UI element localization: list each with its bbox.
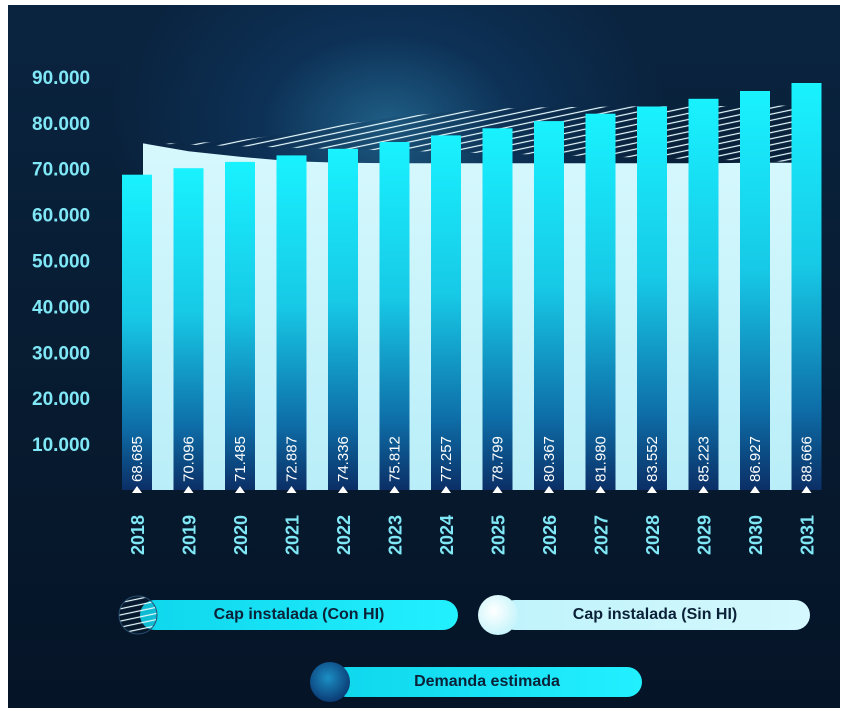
bar-demanda-2023: [379, 142, 410, 490]
light-swatch-icon: [478, 595, 518, 635]
bar-base-marker-icon: [235, 486, 245, 493]
bar-base-marker-icon: [286, 486, 297, 493]
hatch-swatch-icon: [118, 595, 158, 635]
data-label-2027: 81.980: [593, 436, 610, 482]
bar-base-marker-icon: [750, 486, 760, 493]
data-label-2022: 74.336: [335, 436, 352, 482]
bar-demanda-2031: [791, 83, 822, 490]
bar-demanda-2019: [173, 168, 204, 490]
y-tick-label: 30.000: [32, 343, 90, 364]
y-tick-label: 40.000: [32, 297, 90, 318]
legend-item-con-hi: Cap instalada (Con HI): [118, 595, 458, 635]
bar-demanda-2028: [637, 106, 667, 490]
y-tick-label: 10.000: [32, 435, 90, 456]
x-tick-label-2019: 2019: [180, 515, 200, 555]
x-tick-label-2022: 2022: [334, 515, 354, 555]
legend-label-demanda: Demanda estimada: [332, 667, 642, 697]
data-labels: 68.685 70.096 71.485 72.887 74.336 75.812 77.2…: [129, 436, 816, 482]
x-tick-label-2021: 2021: [283, 515, 303, 555]
data-label-2018: 68.685: [129, 436, 146, 482]
bar-demanda-2027: [585, 113, 616, 490]
data-label-2024: 77.257: [438, 436, 455, 482]
x-tick-label-2027: 2027: [592, 515, 612, 555]
bar-demanda-2026: [534, 121, 564, 490]
x-tick-label-2029: 2029: [695, 515, 715, 555]
bar-demanda-2021: [276, 155, 307, 490]
bar-demanda-2020: [225, 161, 255, 490]
bar-base-marker-icon: [801, 486, 812, 493]
bar-base-marker-icon: [132, 486, 142, 493]
bar-demanda-2030: [740, 91, 770, 490]
y-tick-label: 60.000: [32, 206, 90, 227]
data-label-2023: 75.812: [387, 436, 404, 482]
x-tick-label-2018: 2018: [128, 515, 148, 555]
x-tick-label-2028: 2028: [643, 515, 663, 555]
bar-demanda-2024: [431, 135, 461, 490]
bar-base-marker-icon: [338, 486, 348, 493]
x-tick-label-2023: 2023: [386, 515, 406, 555]
bar-demanda-2022: [328, 148, 358, 491]
bar-base-marker-icon: [544, 486, 554, 493]
data-label-2026: 80.367: [541, 436, 558, 482]
y-tick-label: 80.000: [32, 114, 90, 135]
data-label-2031: 88.666: [799, 436, 816, 482]
y-tick-label: 70.000: [32, 160, 90, 181]
x-tick-label-2030: 2030: [746, 515, 766, 555]
x-tick-label-2024: 2024: [437, 515, 457, 555]
data-label-2021: 72.887: [284, 436, 301, 482]
y-tick-label: 90.000: [32, 68, 90, 89]
data-label-2025: 78.799: [490, 436, 507, 482]
x-axis: 2018 2019 2020 2021 2022 2023 2024 2025 2026 2027…: [128, 515, 818, 555]
data-label-2020: 71.485: [232, 436, 249, 482]
y-axis: 10.000 20.000 30.000 40.000 50.000 60.000 70.0…: [32, 68, 90, 456]
bar-demanda-2018: [122, 174, 152, 490]
bar-base-marker-icon: [595, 486, 606, 493]
bar-base-marker-icon: [698, 486, 709, 493]
legend-label-con-hi: Cap instalada (Con HI): [140, 600, 458, 630]
bar-base-marker-icon: [389, 486, 400, 493]
y-tick-label: 20.000: [32, 389, 90, 410]
bar-base-marker-icon: [647, 486, 657, 493]
bar-base-marker-icon: [492, 486, 503, 493]
x-tick-label-2025: 2025: [489, 515, 509, 555]
legend-item-sin-hi: Cap instalada (Sin HI): [478, 595, 810, 635]
bar-base-marker-icon: [441, 486, 451, 493]
x-tick-label-2031: 2031: [798, 515, 818, 555]
demand-bars: [122, 83, 822, 493]
bar-base-marker-icon: [183, 486, 194, 493]
bar-demanda-2029: [688, 98, 719, 491]
data-label-2029: 85.223: [696, 436, 713, 482]
data-label-2028: 83.552: [644, 436, 661, 482]
y-tick-label: 50.000: [32, 252, 90, 273]
legend-label-sin-hi: Cap instalada (Sin HI): [500, 600, 810, 630]
demand-swatch-icon: [310, 662, 350, 702]
x-tick-label-2026: 2026: [540, 515, 560, 555]
bar-demanda-2025: [482, 128, 513, 491]
data-label-2030: 86.927: [747, 436, 764, 482]
x-tick-label-2020: 2020: [231, 515, 251, 555]
legend-item-demanda: Demanda estimada: [310, 662, 642, 702]
data-label-2019: 70.096: [181, 436, 198, 482]
